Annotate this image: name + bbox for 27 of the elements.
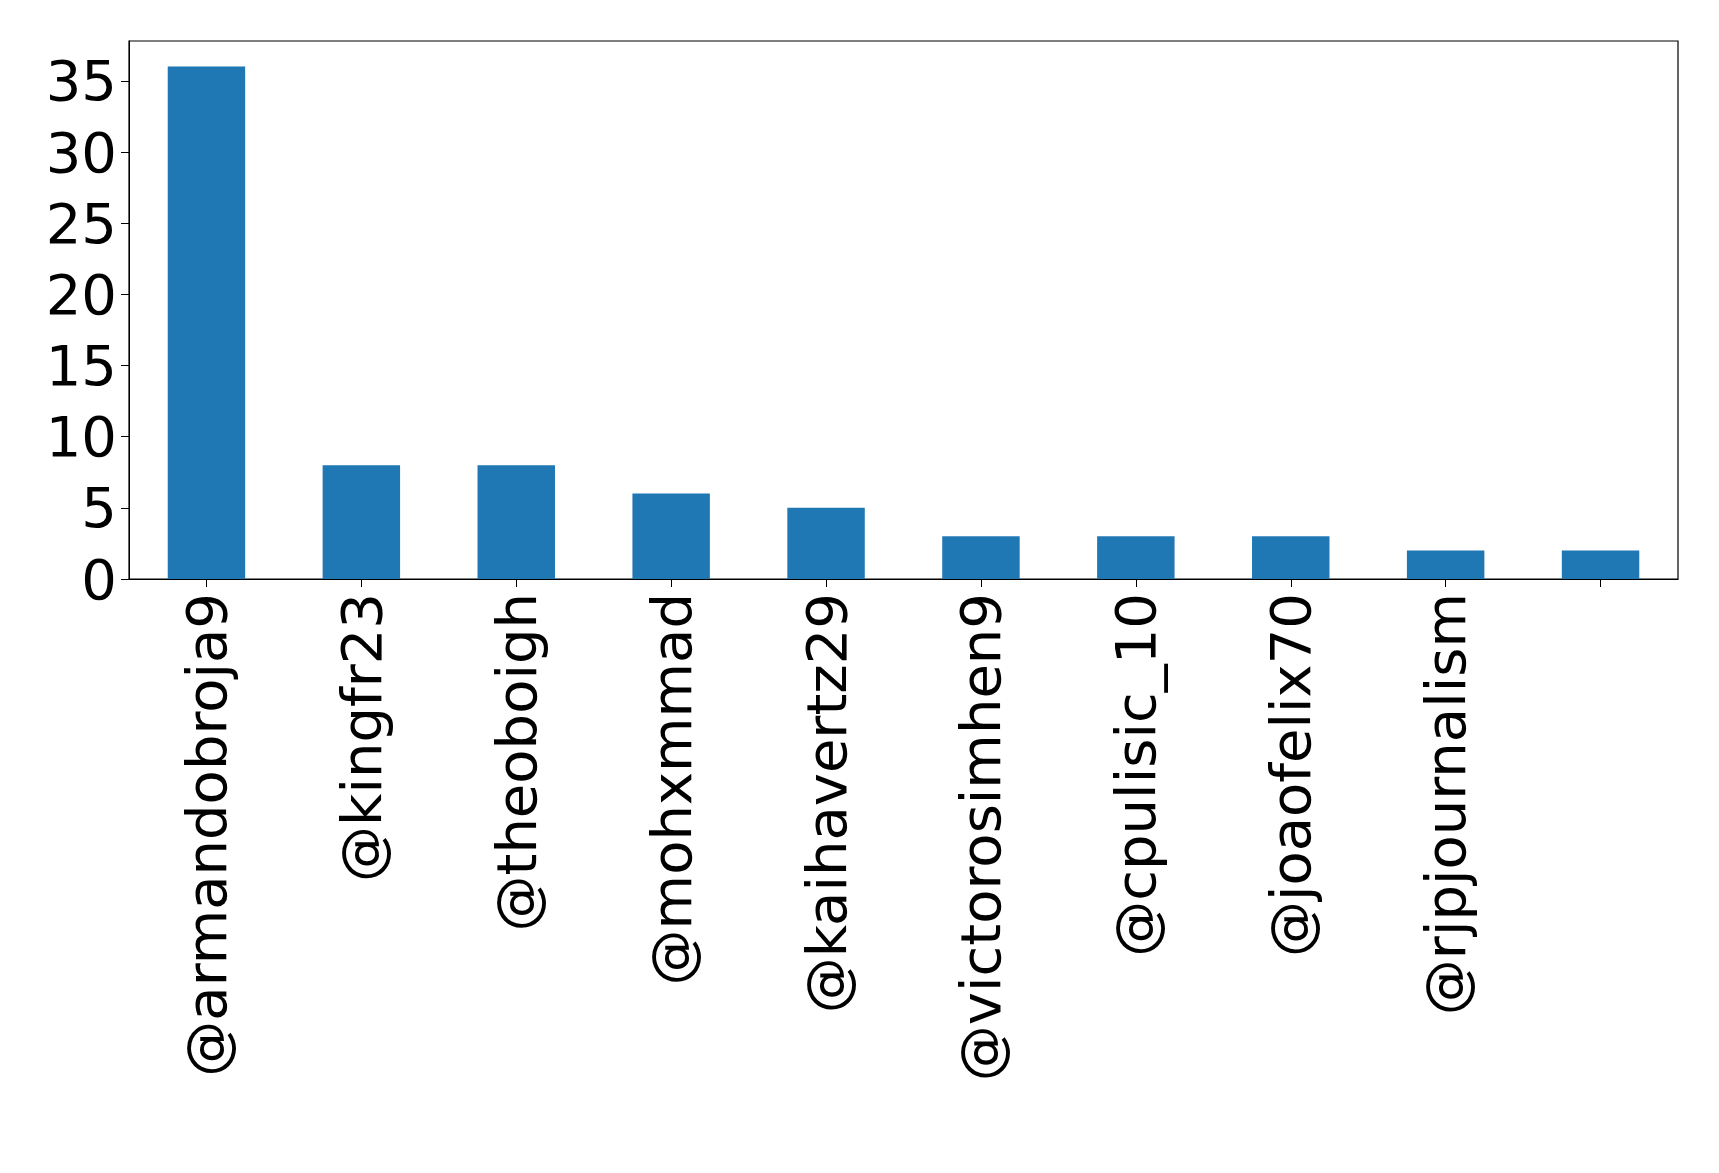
x-tick-label: @joaofelix70 <box>1258 593 1324 958</box>
y-tick-label: 35 <box>45 48 117 114</box>
x-tick-label: @mohxmmad <box>638 593 704 986</box>
x-tick-label: @kaihavertz29 <box>793 593 859 1014</box>
x-tick-label: @cpulisic_10 <box>1103 593 1169 957</box>
y-tick-label: 15 <box>45 333 117 399</box>
bar <box>1406 550 1485 579</box>
y-tick-label: 30 <box>45 119 117 185</box>
x-tick-label: @rjpjournalism <box>1413 593 1479 1016</box>
x-tick-label: @victorosimhen9 <box>948 593 1014 1082</box>
bar <box>942 536 1020 579</box>
bar <box>1561 550 1640 579</box>
bar <box>1097 536 1175 579</box>
bar <box>167 66 246 579</box>
y-tick-label: 10 <box>45 404 117 470</box>
y-tick-label: 25 <box>45 190 117 256</box>
x-tick-label: @armandobroja9 <box>173 593 239 1077</box>
y-tick-label: 0 <box>81 546 117 612</box>
bar <box>477 465 555 579</box>
x-tick-label: @kingfr23 <box>328 593 394 883</box>
bar <box>322 465 401 579</box>
bar <box>1252 536 1330 579</box>
y-tick-label: 5 <box>81 475 117 541</box>
x-tick-label: @theoboigh <box>483 593 549 932</box>
y-tick-label: 20 <box>45 261 117 327</box>
bar <box>632 493 710 579</box>
bar <box>787 507 865 579</box>
